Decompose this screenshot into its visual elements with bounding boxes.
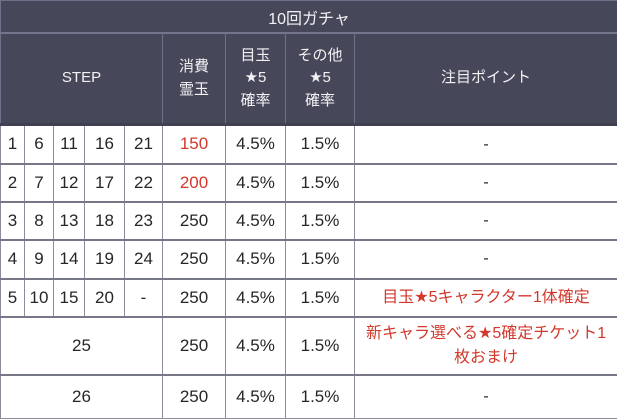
table-row: 25 250 4.5% 1.5% 新キャラ選べる★5確定チケット1枚おまけ [0, 315, 617, 375]
featured-rate-cell: 4.5% [225, 238, 286, 279]
other-rate-cell: 1.5% [285, 123, 355, 164]
step-cell: 5 [0, 277, 25, 317]
featured-rate-cell: 4.5% [225, 162, 286, 202]
step-cell: 6 [24, 123, 54, 164]
cost-cell: 150 [162, 123, 226, 164]
featured-rate-cell: 4.5% [225, 123, 286, 164]
cost-cell: 250 [162, 238, 226, 279]
other-rate-cell: 1.5% [285, 162, 355, 202]
step-cell: 15 [53, 277, 85, 317]
step-cell: 16 [84, 123, 125, 164]
cost-cell: 200 [162, 162, 226, 202]
point-cell: 新キャラ選べる★5確定チケット1枚おまけ [353, 315, 617, 375]
point-cell: 目玉★5キャラクター1体確定 [353, 277, 617, 317]
other-rate-cell: 1.5% [285, 277, 355, 317]
step-cell: 12 [53, 162, 85, 202]
featured-rate-cell: 4.5% [225, 315, 286, 375]
step-cell: 1 [0, 123, 25, 164]
step-cell: 17 [84, 162, 125, 202]
header-other-rate: その他 ★5 確率 [285, 32, 355, 126]
cost-cell: 250 [162, 277, 226, 317]
table-row: 2 7 12 17 22 200 4.5% 1.5% - [0, 162, 617, 202]
step-merged-cell: 25 [0, 315, 163, 375]
cost-cell: 250 [162, 200, 226, 240]
featured-rate-cell: 4.5% [225, 200, 286, 240]
step-cell: 4 [0, 238, 25, 279]
step-cell: 21 [124, 123, 163, 164]
step-cell: 3 [0, 200, 25, 240]
step-cell: 14 [53, 238, 85, 279]
table-row: 3 8 13 18 23 250 4.5% 1.5% - [0, 200, 617, 240]
step-cell: 13 [53, 200, 85, 240]
table-title: 10回ガチャ [0, 0, 617, 34]
table-title-row: 10回ガチャ [0, 0, 617, 34]
step-merged-cell: 26 [0, 373, 163, 419]
step-cell: 10 [24, 277, 54, 317]
point-cell: - [353, 373, 617, 419]
step-cell: 19 [84, 238, 125, 279]
table-row: 5 10 15 20 - 250 4.5% 1.5% 目玉★5キャラクター1体確… [0, 277, 617, 317]
point-cell: - [353, 200, 617, 240]
step-cell: 23 [124, 200, 163, 240]
point-cell: - [353, 123, 617, 164]
step-cell: 18 [84, 200, 125, 240]
point-cell: - [353, 238, 617, 279]
step-cell: 8 [24, 200, 54, 240]
step-cell: 24 [124, 238, 163, 279]
header-step: STEP [0, 32, 163, 126]
featured-rate-cell: 4.5% [225, 277, 286, 317]
step-cell: 20 [84, 277, 125, 317]
step-cell: 22 [124, 162, 163, 202]
featured-rate-cell: 4.5% [225, 373, 286, 419]
cost-cell: 250 [162, 315, 226, 375]
table-row: 26 250 4.5% 1.5% - [0, 373, 617, 419]
step-cell: 7 [24, 162, 54, 202]
header-featured-rate: 目玉 ★5 確率 [225, 32, 286, 126]
other-rate-cell: 1.5% [285, 238, 355, 279]
cost-cell: 250 [162, 373, 226, 419]
step-cell: 2 [0, 162, 25, 202]
table-row: 4 9 14 19 24 250 4.5% 1.5% - [0, 238, 617, 279]
step-cell: 9 [24, 238, 54, 279]
other-rate-cell: 1.5% [285, 200, 355, 240]
header-cost: 消費 霊玉 [162, 32, 226, 126]
step-cell: - [124, 277, 163, 317]
header-points: 注目ポイント [353, 32, 617, 126]
table-header-row: STEP 消費 霊玉 目玉 ★5 確率 その他 ★5 確率 注目ポイント [0, 32, 617, 126]
table-row: 1 6 11 16 21 150 4.5% 1.5% - [0, 123, 617, 164]
other-rate-cell: 1.5% [285, 373, 355, 419]
point-cell: - [353, 162, 617, 202]
other-rate-cell: 1.5% [285, 315, 355, 375]
step-cell: 11 [53, 123, 85, 164]
